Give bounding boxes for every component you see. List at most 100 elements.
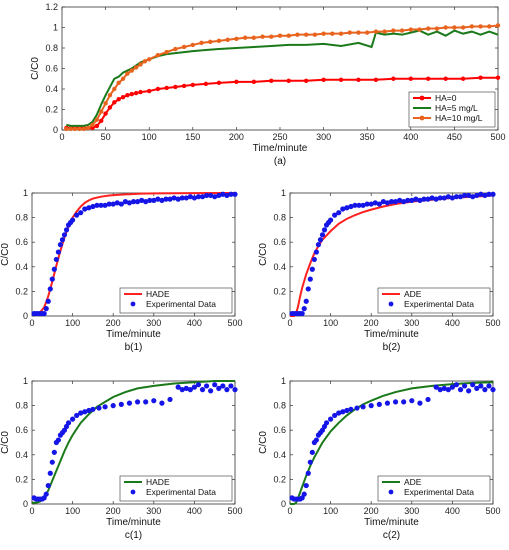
data-point: [443, 76, 448, 81]
data-point: [232, 191, 238, 197]
data-point: [425, 396, 431, 403]
data-point: [159, 400, 165, 406]
x-tick-label: 0: [29, 506, 34, 516]
legend-swatch-marker: [388, 301, 394, 307]
data-point: [317, 237, 324, 243]
data-point: [220, 191, 226, 197]
legend-label: HADE: [146, 289, 170, 299]
data-point: [45, 298, 51, 304]
legend-box: [119, 287, 233, 314]
data-point: [426, 76, 431, 81]
x-tick-label: 400: [445, 318, 460, 328]
data-point: [466, 388, 472, 394]
series-line: [66, 29, 499, 127]
y-tick-label: 1: [281, 376, 286, 386]
data-point: [43, 491, 49, 497]
x-tick-label: 450: [447, 132, 462, 142]
data-point: [139, 197, 145, 203]
y-tick-label: 0.6: [15, 425, 28, 435]
data-point: [495, 23, 501, 28]
data-point: [441, 195, 447, 201]
x-tick-label: 500: [227, 318, 242, 328]
data-point: [183, 195, 189, 201]
data-point: [55, 437, 61, 443]
data-point: [203, 383, 210, 389]
data-point: [203, 192, 210, 199]
x-tick-label: 200: [364, 318, 379, 328]
data-point: [220, 383, 226, 389]
data-point: [356, 202, 362, 208]
x-axis-label: Time/minute: [106, 329, 161, 340]
data-point: [344, 407, 350, 414]
y-tick-label: 1: [281, 188, 286, 198]
legend-label: ADE: [404, 289, 422, 299]
data-point: [251, 79, 257, 85]
y-tick-label: 1: [23, 376, 28, 386]
x-tick-label: 0: [287, 506, 292, 516]
data-point: [313, 249, 319, 255]
y-tick-label: 0: [281, 499, 286, 509]
data-point: [159, 197, 165, 203]
data-point: [112, 100, 117, 105]
chart-panel-c2: 0 100 200 300 400 500 0 0.2 0.4 0.6 0.8 1 Time/minut…: [258, 376, 501, 541]
y-axis-label: C/C0: [0, 431, 11, 454]
data-point: [380, 199, 386, 205]
data-point: [242, 35, 248, 40]
data-point: [77, 126, 82, 132]
data-point: [70, 416, 76, 422]
legend-label: ADE: [404, 477, 422, 487]
data-point: [340, 206, 346, 212]
data-point: [216, 38, 222, 44]
panel-caption: (a): [274, 156, 286, 167]
data-point: [133, 90, 139, 96]
x-tick-label: 500: [485, 506, 500, 516]
y-tick-label: 0.8: [15, 401, 28, 411]
data-point: [155, 86, 161, 92]
x-tick-label: 400: [403, 132, 418, 142]
y-tick-label: 0.2: [45, 105, 58, 115]
data-point: [303, 298, 309, 304]
data-point: [373, 77, 379, 82]
legend-swatch-marker: [388, 489, 394, 495]
data-point: [303, 482, 309, 489]
data-point: [167, 396, 173, 403]
data-point: [228, 191, 234, 197]
y-tick-label: 0.4: [273, 450, 286, 460]
data-point: [212, 194, 218, 200]
data-point: [47, 470, 53, 476]
data-point: [437, 387, 443, 393]
y-axis-label: C/C0: [258, 431, 269, 454]
data-point: [112, 86, 117, 92]
y-tick-label: 0.8: [45, 43, 58, 53]
data-point: [344, 205, 350, 211]
data-point: [216, 192, 222, 199]
data-point: [449, 195, 455, 201]
y-tick-label: 0.4: [15, 262, 28, 272]
data-point: [47, 286, 53, 292]
x-tick-label: 300: [146, 318, 161, 328]
y-tick-label: 0.6: [273, 237, 286, 247]
x-tick-label: 0: [287, 318, 292, 328]
data-point: [106, 201, 112, 207]
data-point: [114, 200, 120, 206]
data-point: [212, 382, 218, 388]
chart-panel-c1: 0 100 200 300 400 500 0 0.2 0.4 0.6 0.8 1 Time/minut…: [0, 376, 243, 541]
data-point: [368, 201, 374, 207]
data-point: [311, 256, 317, 263]
data-point: [203, 81, 209, 87]
data-point: [187, 194, 193, 200]
data-point: [356, 77, 361, 82]
data-point: [72, 126, 78, 132]
data-point: [98, 202, 104, 208]
data-point: [234, 79, 239, 85]
data-point: [57, 242, 64, 248]
data-point: [187, 387, 193, 393]
data-point: [425, 196, 431, 202]
data-point: [299, 310, 305, 317]
y-tick-label: 1.2: [45, 2, 58, 12]
data-point: [181, 83, 187, 89]
data-point: [360, 404, 366, 410]
data-point: [305, 470, 311, 476]
legend-box: [377, 287, 491, 314]
